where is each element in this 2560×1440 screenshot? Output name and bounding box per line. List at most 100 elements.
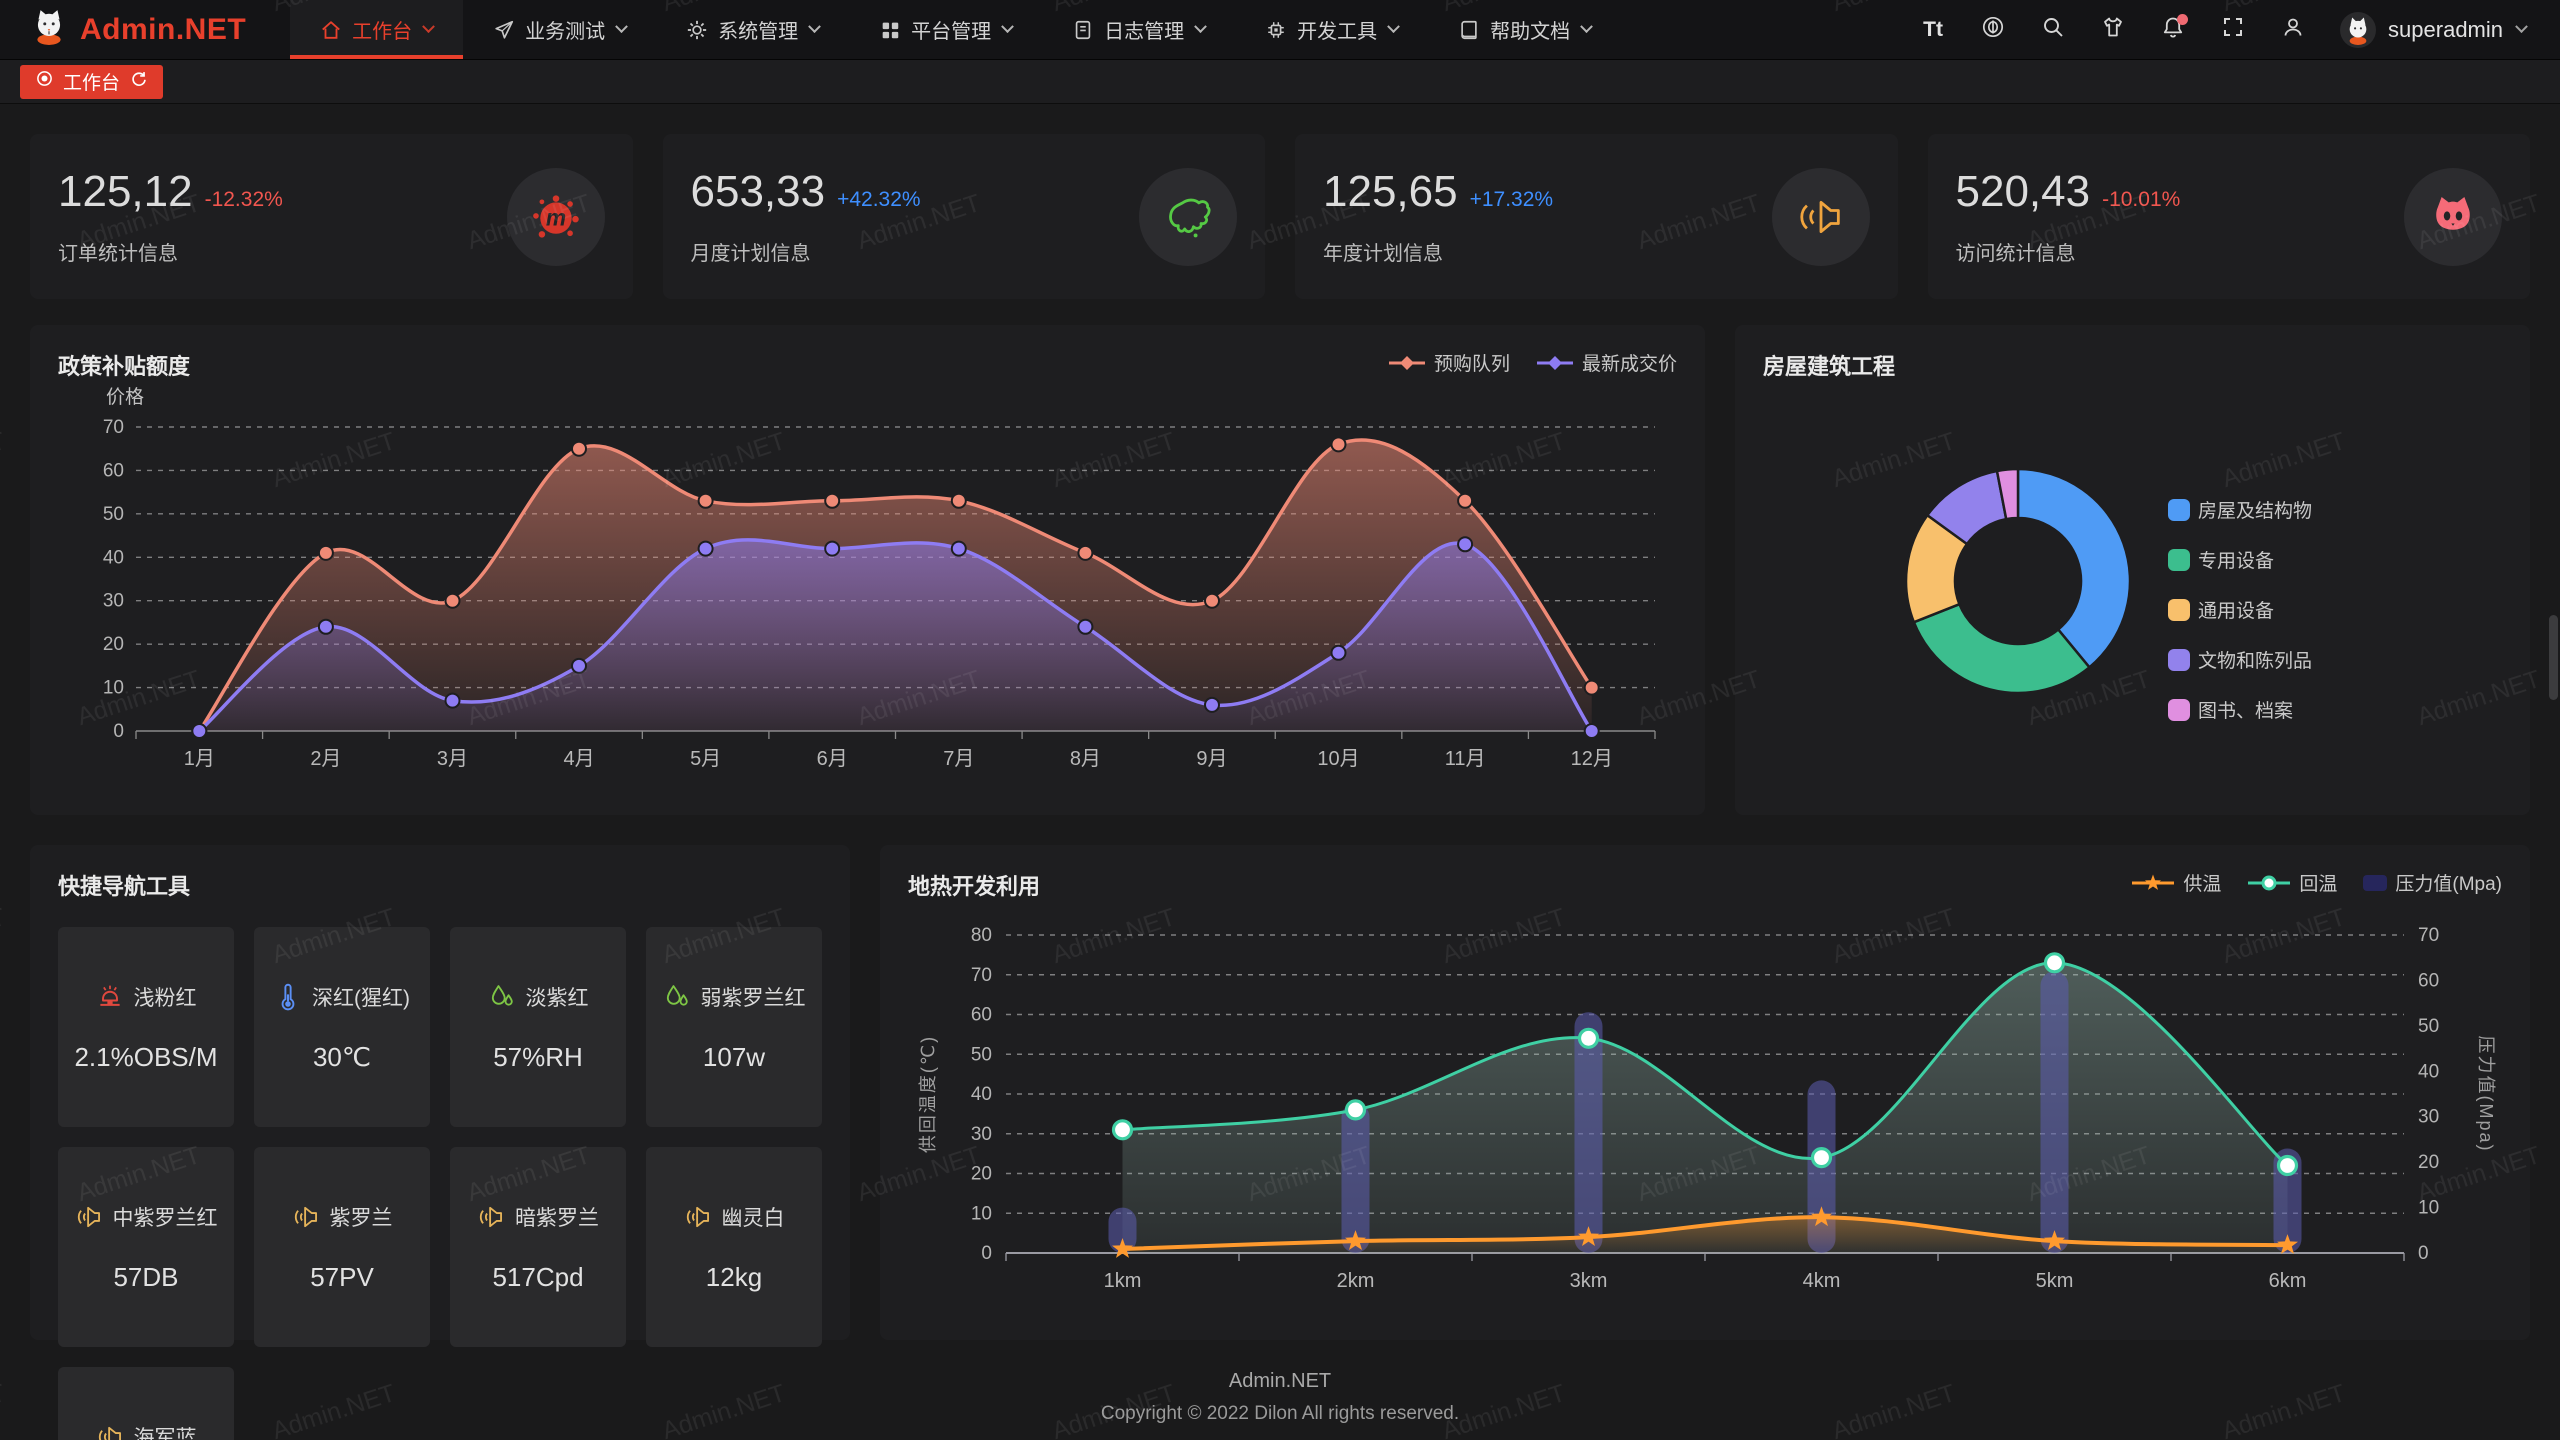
legend-item-4[interactable]: 图书、档案 — [2168, 696, 2312, 723]
search-button[interactable] — [2040, 17, 2066, 43]
legend-item-2[interactable]: 压力值(Mpa) — [2363, 869, 2502, 896]
svg-text:2km: 2km — [1337, 1270, 1375, 1292]
stat-label: 订单统计信息 — [58, 243, 178, 265]
stat-card-1[interactable]: 125,12 -12.32% 订单统计信息 m — [30, 134, 633, 299]
donut-legend: 房屋及结构物 专用设备通用设备文物和陈列品图书、档案 — [2168, 496, 2312, 723]
menu-item-business-test[interactable]: 业务测试 — [463, 0, 656, 59]
svg-text:3月: 3月 — [437, 748, 468, 770]
stat-card-3[interactable]: 125,65 +17.32% 年度计划信息 — [1295, 134, 1898, 299]
quick-nav-item-5[interactable]: 中紫罗兰红 57DB — [58, 1147, 234, 1347]
menu-item-system-admin[interactable]: 系统管理 — [656, 0, 849, 59]
footer-brand: Admin.NET — [1228, 1370, 1332, 1392]
svg-text:80: 80 — [971, 925, 992, 946]
legend-item-0[interactable]: 供温 — [2131, 869, 2221, 896]
svg-text:12月: 12月 — [1571, 748, 1613, 770]
stat-delta: +42.32% — [837, 188, 921, 211]
china-map-icon — [1139, 167, 1237, 266]
stat-cards-row: 125,12 -12.32% 订单统计信息 m 653,33 +42.32% 月度计划信息 1… — [30, 134, 2530, 299]
stat-delta: +17.32% — [1469, 188, 1554, 211]
quick-nav-item-4[interactable]: 弱紫罗兰红 107w — [646, 927, 822, 1127]
legend-item-1[interactable]: 回温 — [2247, 869, 2337, 896]
quick-nav-value: 107w — [702, 1041, 766, 1072]
tab-workbench[interactable]: 工作台 — [20, 64, 164, 99]
legend-marker-icon — [2131, 874, 2175, 892]
area-line-chart[interactable]: 价格 0 10 20 30 40 50 60 70 1月 2月 3月 4月 5月 6月 7月 8月 9月 10月 11… — [58, 381, 1677, 784]
quick-nav-name: 暗紫罗兰 — [515, 1206, 599, 1230]
legend-item-0[interactable]: 房屋及结构物 — [2168, 496, 2312, 523]
building-project-panel: 房屋建筑工程 房屋及结构物 专用设备通用设备文物和陈列品图书、档案 — [1735, 325, 2530, 815]
svg-text:40: 40 — [2418, 1061, 2439, 1082]
username: superadmin — [2388, 16, 2503, 42]
stat-text: 520,43 -10.01% 访问统计信息 — [1956, 167, 2181, 266]
stat-text: 653,33 +42.32% 月度计划信息 — [691, 167, 921, 266]
app-logo[interactable]: Admin.NET — [0, 0, 290, 59]
scrollbar-thumb[interactable] — [2549, 615, 2558, 700]
menu-label: 开发工具 — [1297, 21, 1378, 43]
chevron-down-icon — [1001, 20, 1015, 34]
quick-nav-item-3[interactable]: 淡紫红 57%RH — [450, 927, 626, 1127]
legend-marker-icon — [2247, 874, 2291, 892]
quick-nav-name: 深红(猩红) — [312, 986, 410, 1010]
speaker-icon — [1771, 167, 1870, 266]
quick-nav-item-7[interactable]: 暗紫罗兰 517Cpd — [450, 1147, 626, 1347]
legend-item-3[interactable]: 文物和陈列品 — [2168, 646, 2312, 673]
notification-button[interactable] — [2160, 13, 2189, 44]
menu-label: 业务测试 — [525, 21, 606, 43]
avatar — [2340, 11, 2377, 48]
stat-value: 125,12 — [58, 167, 193, 216]
quick-nav-value: 57PV — [310, 1261, 374, 1292]
profile-button[interactable] — [2280, 17, 2306, 43]
legend-item-1[interactable]: 专用设备 — [2168, 546, 2312, 573]
bell-icon — [2161, 15, 2185, 44]
stat-text: 125,12 -12.32% 订单统计信息 — [58, 167, 283, 266]
donut-chart[interactable]: 房屋及结构物 专用设备通用设备文物和陈列品图书、档案 — [1763, 381, 2502, 781]
panel-title: 房屋建筑工程 — [1763, 354, 1896, 379]
svg-text:60: 60 — [2418, 970, 2439, 991]
legend-label: 文物和陈列品 — [2198, 651, 2313, 672]
geothermal-chart[interactable]: 0 10 20 30 40 50 60 70 80 0 10 20 30 40 50 60 70 供回温度(℃) 压… — [908, 901, 2502, 1308]
quick-nav-item-1[interactable]: 浅粉红 2.1%OBS/M — [58, 927, 234, 1127]
refresh-icon[interactable] — [130, 70, 147, 93]
cat-logo-icon — [30, 8, 68, 51]
quick-nav-item-8[interactable]: 幽灵白 12kg — [646, 1147, 822, 1347]
svg-text:价格: 价格 — [106, 386, 144, 408]
language-button[interactable] — [1980, 16, 2006, 43]
chevron-down-icon — [615, 20, 629, 34]
legend-item-2[interactable]: 通用设备 — [2168, 596, 2312, 623]
menu-item-workbench[interactable]: 工作台 — [290, 0, 464, 59]
quick-nav-item-2[interactable]: 深红(猩红) 30℃ — [254, 927, 430, 1127]
svg-text:30: 30 — [971, 1124, 992, 1145]
legend-swatch — [2168, 648, 2190, 671]
quick-nav-item-9[interactable]: 海军蓝64fm — [58, 1367, 234, 1440]
chevron-down-icon — [1387, 20, 1401, 34]
svg-text:70: 70 — [2418, 925, 2439, 946]
journal-icon — [1072, 19, 1094, 41]
quick-nav-item-6[interactable]: 紫罗兰 57PV — [254, 1147, 430, 1347]
fullscreen-button[interactable] — [2220, 17, 2246, 43]
menu-item-help-docs[interactable]: 帮助文档 — [1428, 0, 1621, 59]
menu-item-platform-admin[interactable]: 平台管理 — [849, 0, 1042, 59]
legend-item-1[interactable]: 最新成交价 — [1536, 349, 1677, 376]
chevron-down-icon — [1194, 20, 1208, 34]
menu-item-dev-tools[interactable]: 开发工具 — [1235, 0, 1428, 59]
page-footer: Admin.NET Copyright © 2022 Dilon All rig… — [30, 1340, 2530, 1425]
theme-button[interactable] — [2100, 17, 2126, 43]
legend-swatch — [2168, 498, 2190, 521]
menu-item-log-admin[interactable]: 日志管理 — [1042, 0, 1235, 59]
hydrant-icon — [96, 983, 124, 1011]
fullscreen-icon — [2221, 15, 2245, 44]
quick-nav-name: 海军蓝 — [133, 1426, 197, 1440]
legend-marker-icon — [2363, 874, 2388, 891]
stat-card-2[interactable]: 653,33 +42.32% 月度计划信息 — [662, 134, 1265, 299]
geo-chart-legend: 供温 回温 压力值(Mpa) — [2131, 869, 2502, 896]
quick-nav-name: 弱紫罗兰红 — [700, 986, 806, 1010]
menu-label: 帮助文档 — [1490, 21, 1571, 43]
legend-item-0[interactable]: 预购队列 — [1388, 349, 1510, 376]
svg-text:1月: 1月 — [184, 748, 215, 770]
user-menu[interactable]: superadmin — [2340, 11, 2528, 48]
font-size-button[interactable]: Tt — [1920, 17, 1946, 43]
quick-nav-name: 紫罗兰 — [329, 1206, 393, 1230]
legend-label: 压力值(Mpa) — [2395, 874, 2502, 895]
stat-card-4[interactable]: 520,43 -10.01% 访问统计信息 — [1927, 134, 2530, 299]
footer-copyright: Copyright © 2022 Dilon All rights reserv… — [1100, 1403, 1460, 1424]
